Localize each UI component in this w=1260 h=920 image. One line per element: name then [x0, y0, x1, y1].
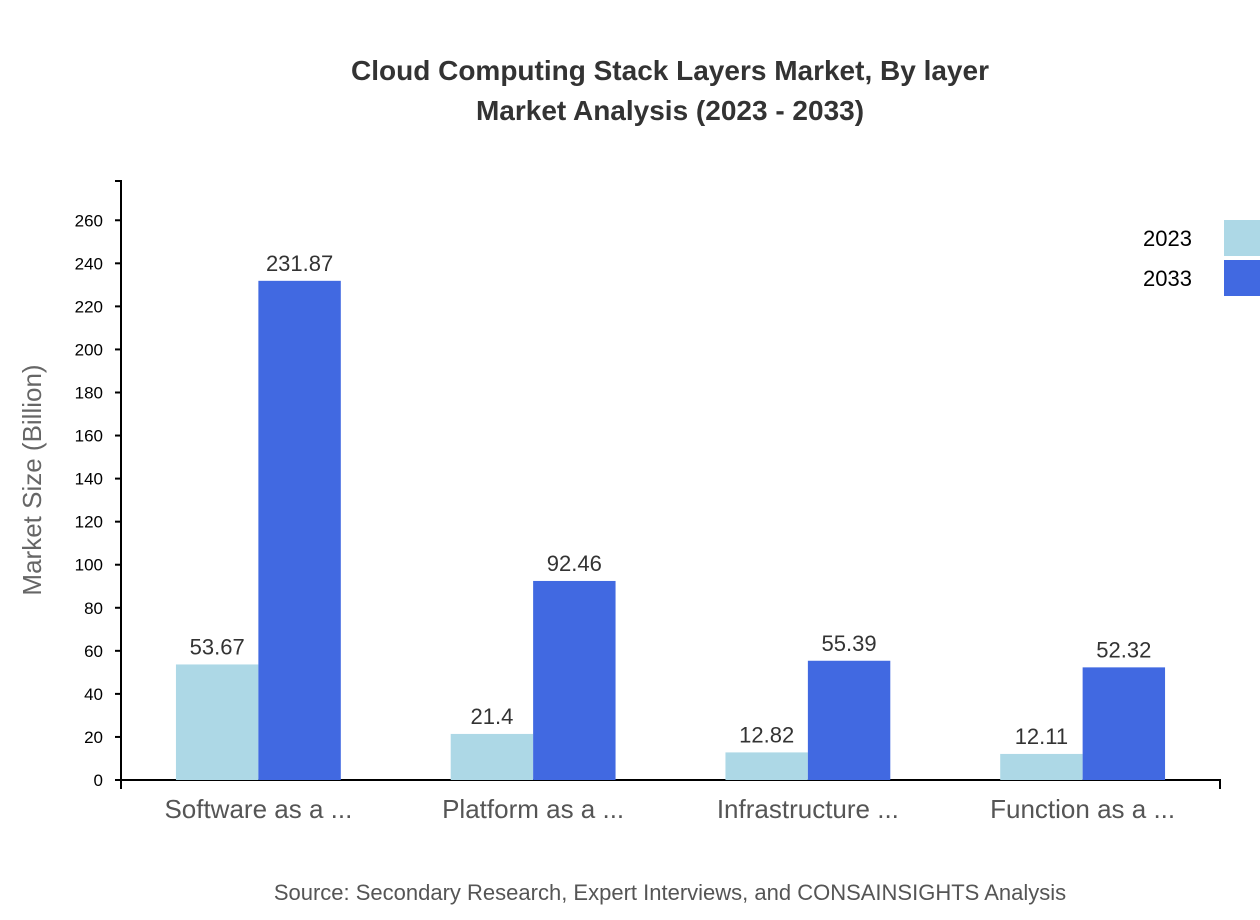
y-tick: 80 — [84, 599, 121, 618]
y-tick-label: 60 — [84, 642, 103, 661]
x-axis-line — [120, 779, 1221, 789]
bar-2033 — [258, 280, 341, 780]
y-tick: 120 — [75, 513, 121, 532]
bar-2023 — [1000, 753, 1083, 780]
legend-label: 2033 — [1143, 266, 1192, 291]
y-tick: 200 — [75, 340, 121, 359]
y-tick: 100 — [75, 556, 121, 575]
x-tick-label: Infrastructure ... — [717, 794, 899, 824]
y-tick: 20 — [84, 728, 121, 747]
bars: 53.67 231.87 21.4 92.46 12.82 55.39 12.11 52.32 — [175, 251, 1166, 780]
bar-2033 — [533, 580, 616, 780]
legend-label: 2023 — [1143, 226, 1192, 251]
y-tick-label: 160 — [75, 427, 103, 446]
data-label: 52.32 — [1096, 637, 1151, 662]
x-tick-label: Function as a ... — [990, 794, 1175, 824]
x-tick-label: Software as a ... — [164, 794, 352, 824]
y-tick-label: 200 — [75, 340, 103, 359]
y-axis-label: Market Size (Billion) — [17, 364, 47, 595]
chart-title: Cloud Computing Stack Layers Market, By … — [351, 55, 989, 86]
data-label: 55.39 — [822, 631, 877, 656]
source-note: Source: Secondary Research, Expert Inter… — [274, 880, 1066, 905]
bar-2023 — [725, 752, 808, 780]
y-axis-line — [115, 180, 122, 781]
x-tick-label: Platform as a ... — [442, 794, 624, 824]
y-tick-label: 180 — [75, 383, 103, 402]
data-label: 21.4 — [470, 704, 513, 729]
data-label: 53.67 — [190, 634, 245, 659]
y-axis: 0 20 40 60 80 100 120 140 160 180 200 220 240 260 — [75, 180, 122, 790]
y-tick-label: 140 — [75, 470, 103, 489]
y-tick: 240 — [75, 254, 121, 273]
data-label: 12.11 — [1015, 724, 1068, 749]
y-tick: 220 — [75, 297, 121, 316]
legend-swatch-2033 — [1224, 260, 1260, 296]
data-label: 12.82 — [739, 722, 794, 747]
y-tick: 0 — [94, 771, 121, 790]
y-tick-label: 80 — [84, 599, 103, 618]
legend-swatch-2023 — [1224, 220, 1260, 256]
y-tick-label: 220 — [75, 297, 103, 316]
y-tick-label: 20 — [84, 728, 103, 747]
y-tick: 180 — [75, 383, 121, 402]
bar-2033 — [807, 660, 891, 780]
chart-subtitle: Market Analysis (2023 - 2033) — [476, 95, 864, 126]
bar-2023 — [175, 664, 259, 780]
y-tick: 60 — [84, 642, 121, 661]
y-tick: 260 — [75, 211, 121, 230]
y-tick: 40 — [84, 685, 121, 704]
data-label: 231.87 — [266, 251, 333, 276]
x-axis: Software as a ... Platform as a ... Infras… — [120, 779, 1221, 824]
y-tick-label: 100 — [75, 556, 103, 575]
data-label: 92.46 — [547, 551, 602, 576]
y-tick: 140 — [75, 470, 121, 489]
y-tick: 160 — [75, 427, 121, 446]
bar-2023 — [450, 733, 534, 780]
y-tick-label: 0 — [94, 771, 103, 790]
y-tick-label: 240 — [75, 254, 103, 273]
y-tick-label: 260 — [75, 211, 103, 230]
y-tick-label: 40 — [84, 685, 103, 704]
y-tick-label: 120 — [75, 513, 103, 532]
bar-2033 — [1082, 667, 1166, 780]
legend: 2023 2033 — [1143, 220, 1260, 296]
